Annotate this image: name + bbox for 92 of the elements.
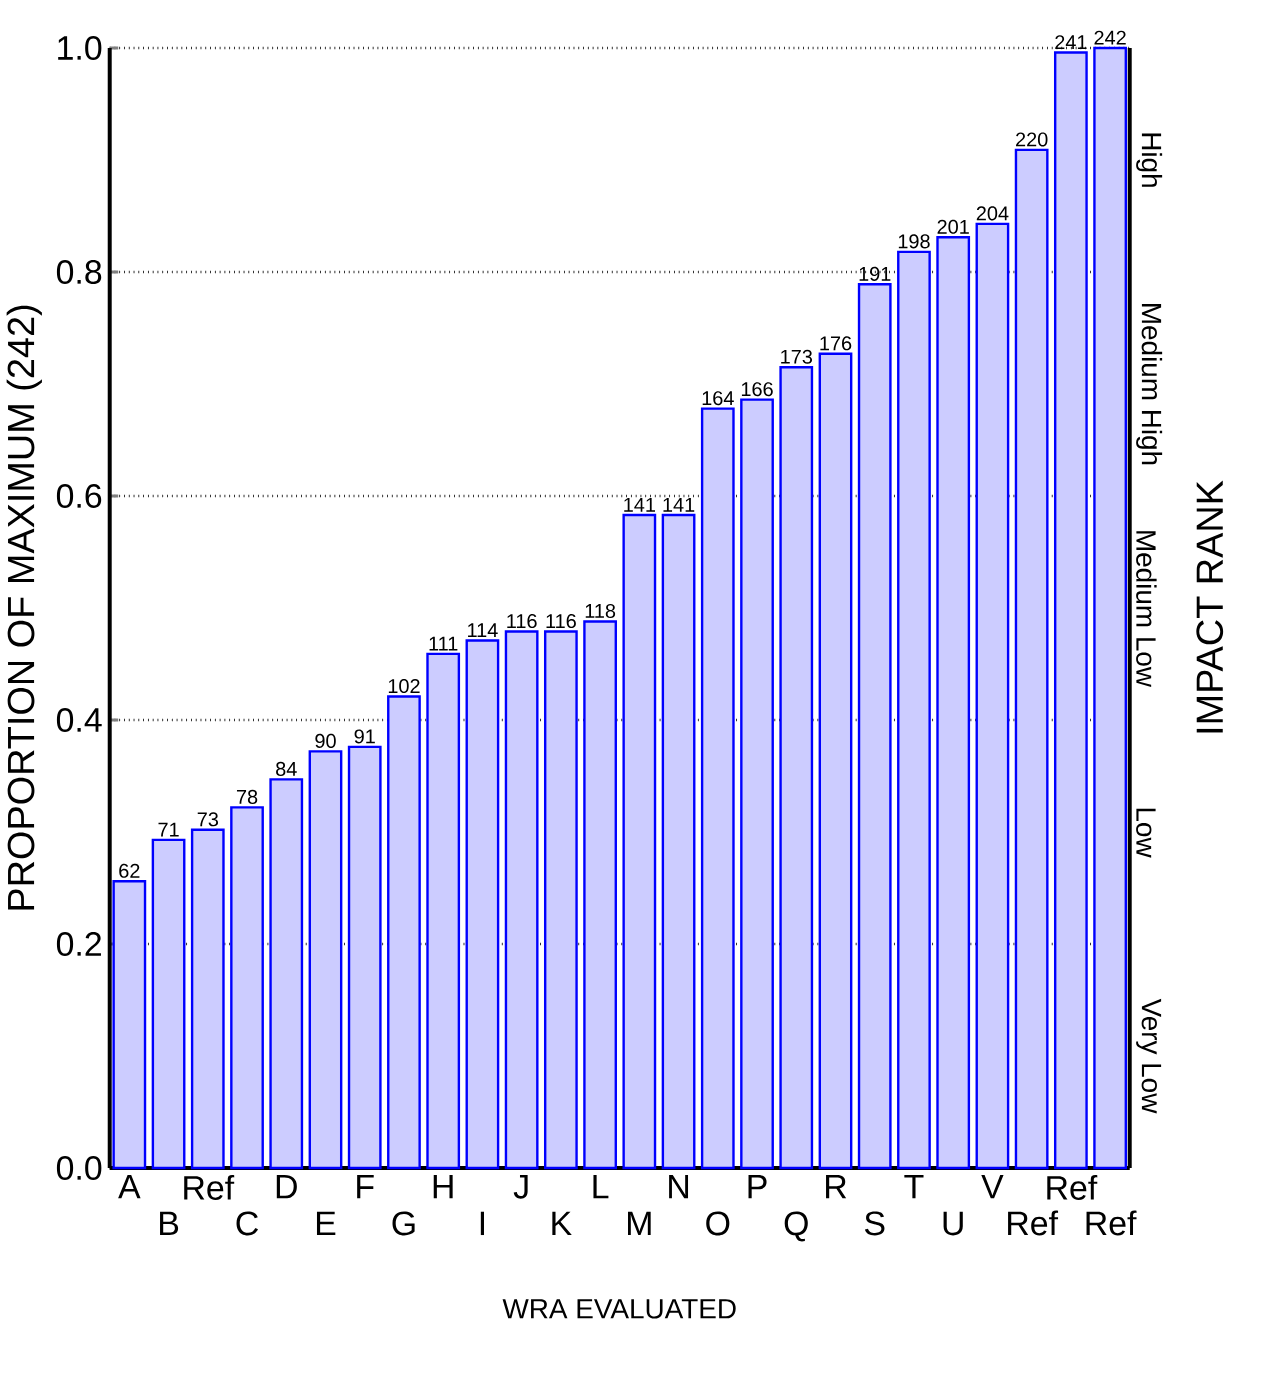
x-tick-label: Ref <box>1008 1210 1059 1236</box>
bar <box>818 352 853 1170</box>
bar <box>504 630 539 1170</box>
bar <box>387 695 421 1170</box>
x-tick-label: K <box>552 1211 572 1236</box>
x-tick-label: L <box>593 1175 609 1199</box>
y2-axis-title: IMPACT RANK <box>1196 480 1224 733</box>
x-tick-label: V <box>981 1175 1004 1199</box>
bar <box>583 620 618 1170</box>
annotation: 141 <box>624 497 656 512</box>
annotation: 220 <box>1016 132 1048 147</box>
bar <box>426 652 461 1170</box>
x-axis-title: WRA EVALUATED <box>502 1299 736 1319</box>
x-tick-label: H <box>433 1175 453 1199</box>
bar <box>230 806 265 1170</box>
annotation: 71 <box>158 822 179 837</box>
text: Very Low <box>1136 998 1162 1114</box>
x-tick-label: Ref <box>1086 1210 1137 1236</box>
bar <box>151 838 186 1170</box>
annotation: 241 <box>1055 35 1087 50</box>
bar <box>1014 148 1049 1170</box>
x-tick-label: Ref <box>1047 1175 1098 1200</box>
bar <box>1054 51 1088 1170</box>
x-tick-label: S <box>865 1211 885 1236</box>
annotation: 141 <box>663 497 695 512</box>
x-tick-label: T <box>904 1175 924 1199</box>
annotation: 191 <box>859 266 891 281</box>
bar <box>701 407 735 1170</box>
x-tick-label: F <box>357 1175 374 1199</box>
annotation: 84 <box>276 761 297 776</box>
annotation: 114 <box>468 623 498 638</box>
text: High <box>1136 133 1163 187</box>
annotation: 176 <box>820 336 852 351</box>
x-tick-label: Ref <box>184 1175 235 1200</box>
x-tick-label: G <box>392 1211 415 1236</box>
annotation: 102 <box>389 678 420 694</box>
text: Medium Low <box>1136 531 1157 688</box>
bar <box>975 222 1010 1170</box>
text: Medium High <box>1136 304 1163 465</box>
x-tick-label: C <box>236 1211 259 1236</box>
x-tick-label: M <box>628 1211 651 1236</box>
y-tick-label: 0.6 <box>57 484 102 508</box>
x-tick-label: N <box>669 1175 689 1199</box>
x-tick-label: J <box>513 1175 528 1199</box>
annotation: 166 <box>742 382 773 397</box>
annotation: 198 <box>899 234 930 249</box>
annotation: 111 <box>429 636 458 651</box>
x-tick-label: B <box>160 1211 179 1236</box>
annotation: 118 <box>585 603 616 619</box>
text: Low <box>1136 808 1156 858</box>
y-tick-label: 1.0 <box>58 35 102 60</box>
x-tick-label: D <box>276 1175 298 1199</box>
bar <box>740 398 775 1170</box>
annotation: 204 <box>976 206 1009 221</box>
bar <box>857 283 892 1170</box>
bar <box>897 250 931 1170</box>
annotation: 164 <box>702 391 734 406</box>
x-tick-label: E <box>317 1211 336 1236</box>
bar <box>465 639 500 1170</box>
bar <box>544 630 578 1170</box>
bar <box>936 236 971 1170</box>
bar <box>622 513 657 1170</box>
annotation: 73 <box>197 812 219 827</box>
annotation: 62 <box>119 863 140 878</box>
annotation: 90 <box>315 733 336 748</box>
text: 242 <box>1094 30 1126 45</box>
bar <box>347 745 382 1170</box>
bar <box>191 828 225 1170</box>
annotation: 78 <box>237 789 258 804</box>
y-tick-label: 0.8 <box>57 260 102 284</box>
y-tick-label: 0.0 <box>57 1156 102 1180</box>
bar <box>269 778 304 1170</box>
x-tick-label: R <box>826 1175 847 1199</box>
y-axis-title: PROPORTION OF MAXIMUM (242) <box>6 305 43 910</box>
y-tick-label: 0.2 <box>57 932 102 956</box>
y-tick-label: 0.4 <box>57 708 102 732</box>
x-tick-label: I <box>480 1211 485 1236</box>
annotation: 116 <box>546 614 577 629</box>
annotation: 116 <box>507 614 537 629</box>
bar <box>308 750 343 1170</box>
annotation: 91 <box>354 729 375 744</box>
x-tick-label: A <box>118 1175 141 1199</box>
bar <box>661 513 696 1170</box>
bar <box>112 880 147 1170</box>
bar <box>779 366 814 1170</box>
annotation: 173 <box>781 349 813 364</box>
x-tick-label: O <box>706 1211 730 1236</box>
x-tick-label: U <box>943 1211 963 1236</box>
annotation: 201 <box>937 219 969 234</box>
x-tick-label: P <box>748 1175 767 1199</box>
bar <box>1093 46 1128 1170</box>
x-tick-label: Q <box>784 1211 808 1242</box>
